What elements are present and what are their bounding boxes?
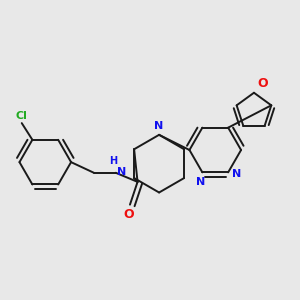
Text: N: N [196, 177, 206, 187]
Text: N: N [154, 121, 164, 131]
Text: O: O [123, 208, 134, 221]
Text: N: N [232, 169, 241, 179]
Text: Cl: Cl [16, 111, 28, 121]
Text: N: N [117, 167, 127, 177]
Text: O: O [258, 77, 268, 90]
Text: H: H [109, 156, 117, 166]
